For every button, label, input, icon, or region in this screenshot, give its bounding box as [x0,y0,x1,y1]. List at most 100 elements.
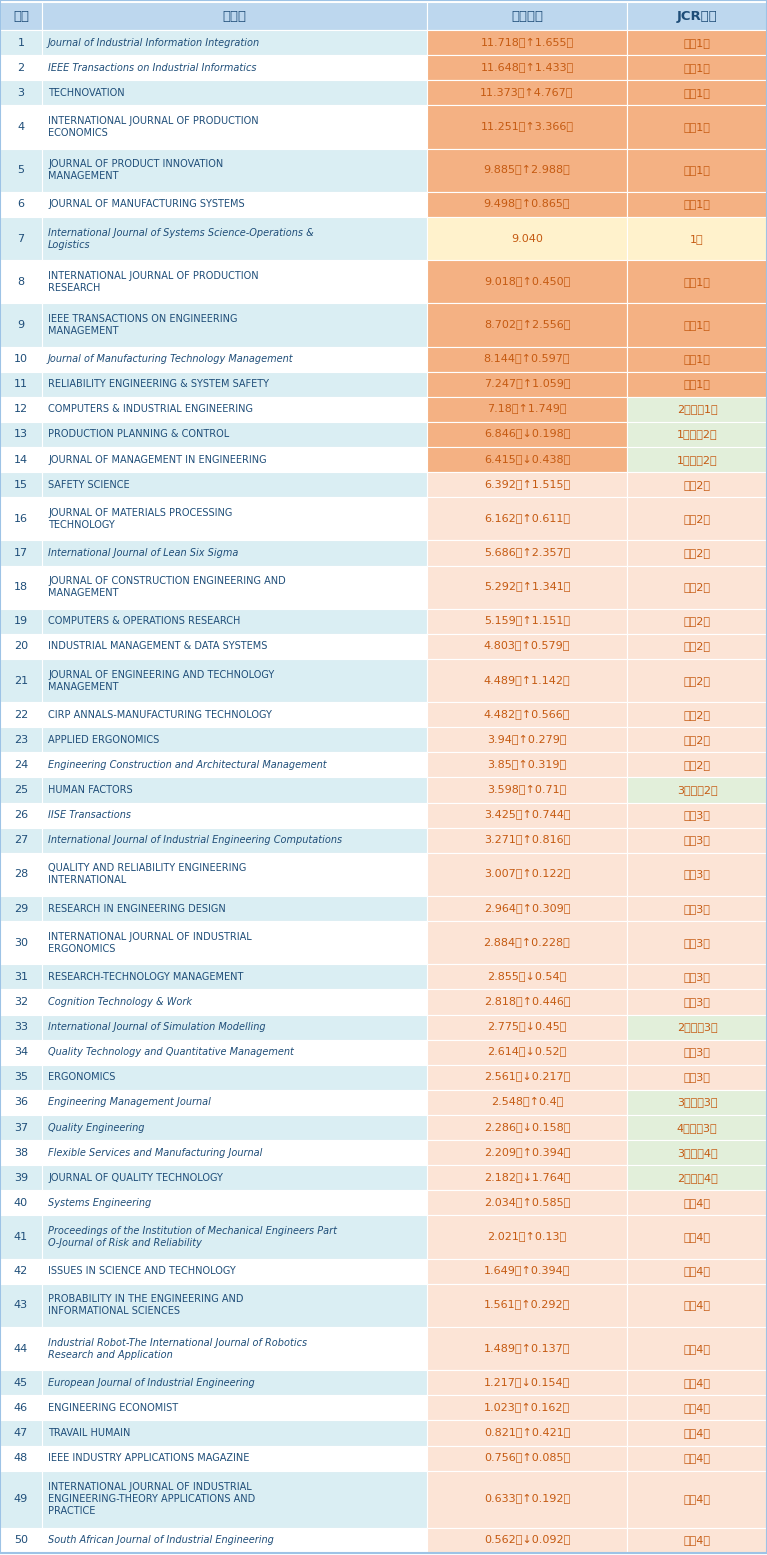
Bar [627,1284,767,1326]
Bar [42,1191,427,1216]
Text: 7: 7 [18,233,25,244]
Bar [427,1420,627,1446]
Text: 11.648（↑1.433）: 11.648（↑1.433） [480,62,574,73]
Text: 21: 21 [14,675,28,686]
Text: Quality Technology and Quantitative Management: Quality Technology and Quantitative Mana… [48,1047,294,1057]
Bar [42,1115,427,1140]
Bar [0,852,42,896]
Text: 39: 39 [14,1172,28,1183]
Text: 仍为2区: 仍为2区 [683,709,710,720]
Bar [627,1140,767,1165]
Text: 仍为2区: 仍为2区 [683,760,710,770]
Text: JOURNAL OF PRODUCT INNOVATION
MANAGEMENT: JOURNAL OF PRODUCT INNOVATION MANAGEMENT [48,159,223,182]
Text: 38: 38 [14,1148,28,1157]
Bar [0,1326,42,1370]
Text: 10: 10 [14,355,28,364]
Bar [0,30,42,56]
Bar [427,1258,627,1284]
Text: 4.803（↑0.579）: 4.803（↑0.579） [484,641,570,652]
Bar [0,896,42,921]
Text: 2区降为3区: 2区降为3区 [676,1022,717,1033]
Bar [0,1014,42,1040]
Text: TECHNOVATION: TECHNOVATION [48,89,124,98]
Text: 3: 3 [18,89,25,98]
Text: 3.425（↑0.744）: 3.425（↑0.744） [484,810,570,819]
Bar [0,541,42,566]
Bar [627,728,767,753]
Text: 影响因子: 影响因子 [511,9,543,23]
Text: 仍为1区: 仍为1区 [683,320,710,330]
Text: 45: 45 [14,1378,28,1387]
Text: 4区升为3区: 4区升为3区 [676,1123,717,1132]
Bar [627,1529,767,1553]
Bar [627,446,767,473]
Bar [0,1090,42,1115]
Text: PROBABILITY IN THE ENGINEERING AND
INFORMATIONAL SCIENCES: PROBABILITY IN THE ENGINEERING AND INFOR… [48,1294,243,1317]
Bar [627,81,767,106]
Text: 6.415（↓0.438）: 6.415（↓0.438） [484,454,570,465]
Bar [0,964,42,989]
Bar [42,30,427,56]
Bar [42,191,427,218]
Bar [427,372,627,397]
Text: 仍为1区: 仍为1区 [683,89,710,98]
Bar [427,827,627,852]
Bar [42,1370,427,1395]
Text: 2.021（↑0.13）: 2.021（↑0.13） [488,1232,567,1242]
Bar [0,802,42,827]
Bar [427,896,627,921]
Text: 30: 30 [14,938,28,947]
Text: 16: 16 [14,513,28,524]
Bar [427,473,627,498]
Bar [0,753,42,778]
Bar [427,1065,627,1090]
Text: 11.251（↑3.366）: 11.251（↑3.366） [480,121,574,132]
Bar [627,260,767,303]
Text: 3区降为4区: 3区降为4区 [676,1148,717,1157]
Text: 31: 31 [14,972,28,981]
Text: ENGINEERING ECONOMIST: ENGINEERING ECONOMIST [48,1403,178,1413]
Bar [0,498,42,541]
Bar [42,106,427,149]
Text: 1.561（↑0.292）: 1.561（↑0.292） [484,1300,570,1311]
Bar [42,1165,427,1191]
Text: RESEARCH IN ENGINEERING DESIGN: RESEARCH IN ENGINEERING DESIGN [48,903,225,914]
Text: 11: 11 [14,379,28,389]
Text: 仍为4区: 仍为4区 [683,1266,710,1277]
Text: 仍为1区: 仍为1区 [683,379,710,389]
Bar [427,1284,627,1326]
Bar [427,421,627,446]
Bar [42,1258,427,1284]
Text: 6.846（↓0.198）: 6.846（↓0.198） [484,429,570,440]
Bar [627,566,767,608]
Bar [427,1191,627,1216]
Text: 0.633（↑0.192）: 0.633（↑0.192） [484,1494,570,1504]
Text: Systems Engineering: Systems Engineering [48,1197,151,1208]
Text: 仍为3区: 仍为3区 [683,903,710,914]
Text: 25: 25 [14,785,28,795]
Text: ISSUES IN SCIENCE AND TECHNOLOGY: ISSUES IN SCIENCE AND TECHNOLOGY [48,1266,235,1277]
Text: 26: 26 [14,810,28,819]
Text: Proceedings of the Institution of Mechanical Engineers Part
O-Journal of Risk an: Proceedings of the Institution of Mechan… [48,1225,337,1249]
Bar [42,728,427,753]
Bar [42,81,427,106]
Text: 2区降为4区: 2区降为4区 [676,1172,717,1183]
Bar [42,149,427,191]
Bar [427,191,627,218]
Text: APPLIED ERGONOMICS: APPLIED ERGONOMICS [48,736,160,745]
Text: 仍为2区: 仍为2区 [683,616,710,627]
Bar [427,218,627,260]
Bar [0,81,42,106]
Bar [627,659,767,703]
Text: INTERNATIONAL JOURNAL OF PRODUCTION
ECONOMICS: INTERNATIONAL JOURNAL OF PRODUCTION ECON… [48,117,258,138]
Text: RESEARCH-TECHNOLOGY MANAGEMENT: RESEARCH-TECHNOLOGY MANAGEMENT [48,972,243,981]
Bar [0,1395,42,1420]
Text: International Journal of Systems Science-Operations &
Logistics: International Journal of Systems Science… [48,227,314,249]
Text: 仍为3区: 仍为3区 [683,938,710,947]
Bar [427,498,627,541]
Text: 仍为2区: 仍为2区 [683,582,710,592]
Bar [427,260,627,303]
Text: 2.034（↑0.585）: 2.034（↑0.585） [484,1197,570,1208]
Text: 仍为2区: 仍为2区 [683,479,710,490]
Bar [627,421,767,446]
